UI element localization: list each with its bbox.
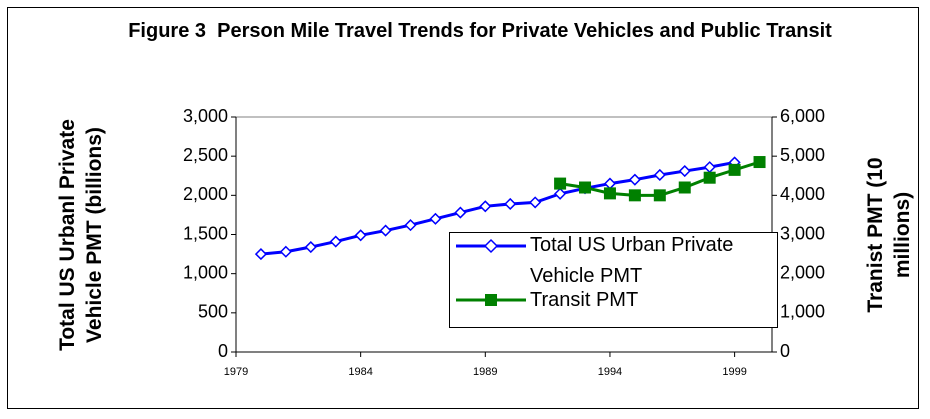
- x-tick-label: 1994: [598, 366, 622, 378]
- x-tick-label: 1984: [348, 366, 372, 378]
- y-tick-label: 2,000: [183, 184, 228, 204]
- legend-swatches: [456, 238, 526, 306]
- data-point: [579, 181, 592, 194]
- y2-tick-label: 0: [780, 341, 790, 361]
- y-axis-label: Total US Urbanl Private Vehicle PMT (bil…: [56, 119, 106, 351]
- y2-tick-label: 3,000: [780, 223, 825, 243]
- x-tick-label: 1999: [722, 366, 746, 378]
- y2-axis-label: Tranist PMT (10 millions): [864, 157, 914, 313]
- data-point: [304, 240, 317, 254]
- chart-title: Figure 3 Person Mile Travel Trends for P…: [128, 20, 832, 42]
- data-point: [279, 245, 292, 258]
- legend-marker: [485, 294, 497, 306]
- data-point: [628, 189, 641, 202]
- data-point: [529, 196, 542, 209]
- data-point: [404, 219, 417, 232]
- y-tick-label: 0: [218, 341, 228, 361]
- x-tick-label: 1979: [224, 366, 248, 378]
- data-point: [379, 224, 392, 237]
- data-point: [678, 181, 691, 194]
- data-point: [504, 197, 517, 211]
- data-point: [703, 161, 716, 174]
- y-tick-label: 1,500: [183, 223, 228, 243]
- y-tick-label: 2,500: [183, 145, 228, 165]
- data-point: [454, 206, 467, 219]
- y-tick-label: 1,000: [183, 262, 228, 282]
- legend-label: Transit PMT: [530, 289, 639, 311]
- legend-label: Total US Urban Private Vehicle PMT: [530, 234, 734, 287]
- data-point: [354, 229, 367, 242]
- data-point: [603, 177, 617, 190]
- data-point: [554, 177, 567, 190]
- data-point: [329, 235, 342, 248]
- data-point: [554, 187, 567, 200]
- data-point: [603, 187, 616, 200]
- data-point: [703, 171, 716, 184]
- y-tick-label: 500: [198, 302, 228, 322]
- data-point: [479, 200, 492, 213]
- data-point: [429, 212, 442, 225]
- y-tick-label: 3,000: [183, 106, 228, 126]
- data-point: [753, 156, 766, 169]
- chart-frame: [7, 7, 919, 409]
- y2-tick-label: 5,000: [780, 145, 825, 165]
- y2-tick-label: 6,000: [780, 106, 825, 126]
- legend: Total US Urban Private Vehicle PMT Trans…: [449, 232, 778, 328]
- legend-marker: [483, 238, 499, 254]
- y2-tick-label: 1,000: [780, 302, 825, 322]
- data-point: [628, 173, 641, 186]
- data-point: [653, 168, 666, 182]
- data-point: [728, 163, 741, 176]
- data-point: [653, 189, 666, 202]
- data-point: [678, 164, 691, 178]
- x-tick-label: 1989: [473, 366, 497, 378]
- data-point: [254, 248, 267, 261]
- y2-tick-label: 2,000: [780, 262, 825, 282]
- y2-tick-label: 4,000: [780, 184, 825, 204]
